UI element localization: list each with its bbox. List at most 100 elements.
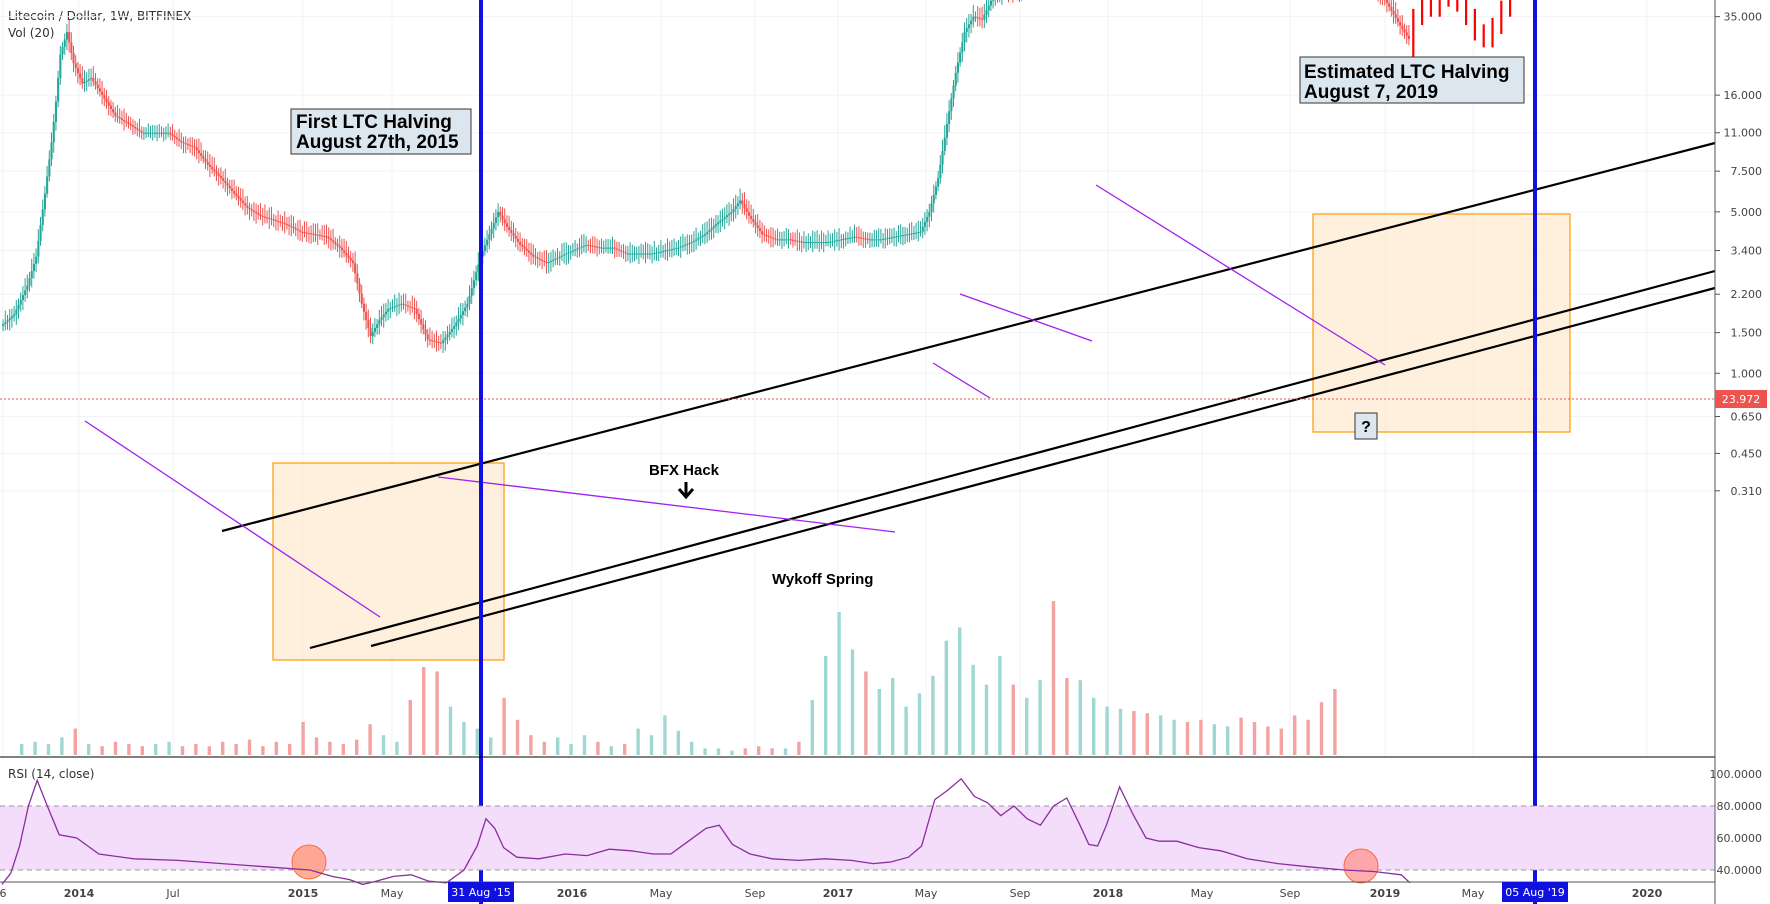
candle-body xyxy=(780,239,783,241)
candle-body xyxy=(200,153,203,157)
candle-body xyxy=(439,342,442,344)
candle-body xyxy=(211,166,214,170)
candle-body xyxy=(503,219,506,224)
candle-body xyxy=(153,132,156,134)
candle-body xyxy=(131,125,134,127)
candle-body xyxy=(611,247,614,249)
candle-body xyxy=(303,232,306,234)
candle-body xyxy=(112,109,115,113)
candle-body xyxy=(1405,32,1408,36)
candle-body xyxy=(886,238,889,240)
candle-body xyxy=(888,237,891,239)
candle-body xyxy=(136,128,139,130)
candle-body xyxy=(345,252,348,256)
candle-body xyxy=(444,337,447,341)
candle-body xyxy=(921,226,924,232)
candle-body xyxy=(8,318,11,321)
candle-body xyxy=(395,305,398,307)
candle-body xyxy=(224,180,227,184)
candle-body xyxy=(732,208,735,212)
wedge-trendline xyxy=(84,420,381,618)
candle-body xyxy=(981,18,984,20)
candle-body xyxy=(668,249,671,251)
volume-bar xyxy=(1105,706,1109,755)
candle-body xyxy=(68,32,71,43)
candle-body xyxy=(860,237,863,239)
candle-body xyxy=(523,246,526,249)
candle-body xyxy=(169,132,172,135)
volume-bar xyxy=(1306,719,1310,755)
volume-bar xyxy=(234,744,238,755)
candle-body xyxy=(393,306,396,308)
candle-body xyxy=(296,229,299,231)
volume-bar xyxy=(1333,689,1337,755)
candle-body xyxy=(268,218,271,220)
candle-body xyxy=(620,250,623,252)
volume-bar xyxy=(328,741,332,755)
candle-body xyxy=(930,203,933,212)
second-halving-date-tag xyxy=(1502,882,1568,902)
first-halving-callout: First LTC Halving August 27th, 2015 xyxy=(290,108,472,155)
price-tick-label: 7.500 xyxy=(1731,165,1763,178)
candle-body xyxy=(602,247,605,249)
candle-body xyxy=(750,215,753,219)
candle-body xyxy=(237,195,240,199)
candle-body xyxy=(701,235,704,237)
candle-body xyxy=(206,161,209,165)
volume-bar xyxy=(542,741,546,755)
candle-body xyxy=(65,32,68,40)
candle-body xyxy=(424,329,427,335)
candle-body xyxy=(246,205,249,208)
candle-body xyxy=(721,218,724,221)
candle-body xyxy=(470,288,473,296)
candle-body xyxy=(857,237,860,239)
candle-body xyxy=(882,238,885,240)
candle-body xyxy=(28,278,31,286)
volume-bar xyxy=(475,728,479,755)
candle-body xyxy=(384,311,387,315)
candle-body xyxy=(653,253,656,255)
candle-body xyxy=(794,240,797,242)
candle-body xyxy=(314,234,317,236)
candle-body xyxy=(288,224,291,226)
candle-body xyxy=(950,98,953,112)
candle-body xyxy=(46,176,49,194)
candle-body xyxy=(992,0,995,1)
volume-bar xyxy=(261,746,265,755)
candle-body xyxy=(536,257,539,259)
candle-body xyxy=(807,242,810,244)
candle-body xyxy=(910,233,913,235)
candle-body xyxy=(191,145,194,147)
candle-body xyxy=(629,253,632,255)
candle-body xyxy=(285,223,288,225)
projection-candle xyxy=(1465,0,1468,25)
candle-body xyxy=(184,143,187,145)
candle-body xyxy=(695,239,698,241)
volume-bar xyxy=(703,748,707,755)
candle-body xyxy=(776,239,779,241)
candle-body xyxy=(1388,3,1391,7)
candle-body xyxy=(824,242,827,244)
candle-body xyxy=(57,78,60,102)
candle-body xyxy=(937,178,940,187)
candle-body xyxy=(37,240,40,257)
first-halving-date-text: August 27th, 2015 xyxy=(296,132,459,153)
volume-bar xyxy=(502,697,506,755)
volume-bar xyxy=(247,739,252,755)
candle-body xyxy=(162,132,165,134)
candle-body xyxy=(675,248,678,250)
candle-body xyxy=(959,52,962,63)
candle-body xyxy=(736,203,739,207)
candle-body xyxy=(336,244,339,246)
volume-bar xyxy=(958,627,962,755)
candle-body xyxy=(4,322,7,325)
candle-body xyxy=(565,253,568,255)
volume-bar xyxy=(1252,722,1257,755)
time-tick-label: 2020 xyxy=(1632,887,1663,900)
time-tick-label: 2019 xyxy=(1370,887,1401,900)
candle-body xyxy=(263,216,266,218)
volume-bar xyxy=(569,744,573,755)
candle-body xyxy=(98,88,101,92)
candle-body xyxy=(118,117,121,119)
